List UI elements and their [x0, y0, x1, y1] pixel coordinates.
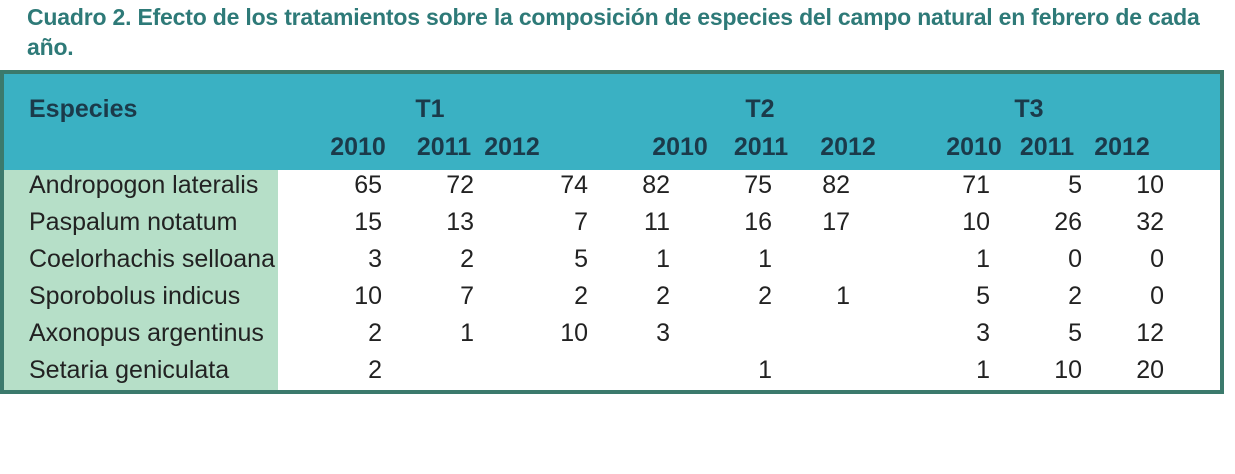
table-cell-value: 0 — [1150, 282, 1164, 310]
table-cell-value: 75 — [744, 171, 772, 199]
table-cell-value: 11 — [644, 208, 670, 236]
year-header: 2012 — [484, 133, 540, 161]
species-column-band — [4, 170, 278, 390]
table-cell-value: 10 — [1136, 171, 1164, 199]
year-header: 2012 — [1094, 133, 1150, 161]
table-cell-value: 82 — [822, 171, 850, 199]
table-cell-value: 3 — [656, 319, 670, 347]
table-cell-value: 72 — [446, 171, 474, 199]
table-cell-value: 82 — [642, 171, 670, 199]
table-cell-value: 3 — [976, 319, 990, 347]
species-header: Especies — [29, 95, 138, 123]
table-cell-value: 1 — [836, 282, 850, 310]
table-cell-value: 1 — [976, 245, 990, 273]
year-header: 2010 — [652, 133, 708, 161]
table-cell-value: 2 — [368, 356, 382, 384]
table-cell-value: 7 — [574, 208, 588, 236]
table-cell-value: 74 — [560, 171, 588, 199]
table-cell-value: 65 — [354, 171, 382, 199]
table-cell-value: 1 — [460, 319, 474, 347]
table-cell-value: 2 — [758, 282, 772, 310]
year-header: 2011 — [733, 133, 789, 161]
table-cell-value: 0 — [1150, 245, 1164, 273]
table-cell-value: 10 — [560, 319, 588, 347]
group-header-t1: T1 — [415, 95, 445, 123]
table-cell-value: 5 — [1068, 171, 1082, 199]
table-cell-value: 2 — [656, 282, 670, 310]
species-name: Setaria geniculata — [29, 356, 230, 384]
species-name: Axonopus argentinus — [29, 319, 264, 347]
species-name: Coelorhachis selloana — [29, 245, 275, 273]
table-cell-value: 5 — [574, 245, 588, 273]
table-cell-value: 1 — [758, 245, 772, 273]
table-cell-value: 20 — [1136, 356, 1164, 384]
year-header: 2011 — [416, 133, 472, 161]
group-header-t2: T2 — [745, 95, 775, 123]
year-header: 2010 — [946, 133, 1002, 161]
table-cell-value: 1 — [758, 356, 772, 384]
table-cell-value: 5 — [976, 282, 990, 310]
table-cell-value: 10 — [354, 282, 382, 310]
table-header-band — [4, 74, 1220, 170]
table-cell-value: 1 — [656, 245, 670, 273]
table-cell-value: 16 — [744, 208, 772, 236]
table-cell-value: 26 — [1054, 208, 1082, 236]
year-header: 2012 — [820, 133, 876, 161]
table-cell-value: 1 — [976, 356, 990, 384]
table-cell-value: 2 — [460, 245, 474, 273]
table-cell-value: 10 — [1054, 356, 1082, 384]
species-name: Sporobolus indicus — [29, 282, 241, 310]
species-name: Paspalum notatum — [29, 208, 238, 236]
table-cell-value: 13 — [446, 208, 474, 236]
group-header-t3: T3 — [1014, 95, 1044, 123]
table-cell-value: 0 — [1068, 245, 1082, 273]
table-cell-value: 32 — [1136, 208, 1164, 236]
table-cell-value: 10 — [962, 208, 990, 236]
table-caption: Cuadro 2. Efecto de los tratamientos sob… — [27, 4, 1200, 60]
table-cell-value: 2 — [1068, 282, 1082, 310]
table-cell-value: 5 — [1068, 319, 1082, 347]
table-cell-value: 2 — [368, 319, 382, 347]
table-cell-value: 12 — [1136, 319, 1164, 347]
species-name: Andropogon lateralis — [29, 171, 259, 199]
year-header: 2011 — [1019, 133, 1075, 161]
table-cell-value: 7 — [460, 282, 474, 310]
table-cell-value: 71 — [962, 171, 990, 199]
table-cell-value: 2 — [574, 282, 588, 310]
table-cell-value: 3 — [368, 245, 382, 273]
table-cell-value: 17 — [822, 208, 850, 236]
year-header: 2010 — [330, 133, 386, 161]
table-cell-value: 15 — [354, 208, 382, 236]
species-table: Especies T1 T2 T3 2010 2011 2012 2010 2011 2012 20… — [0, 70, 1224, 394]
